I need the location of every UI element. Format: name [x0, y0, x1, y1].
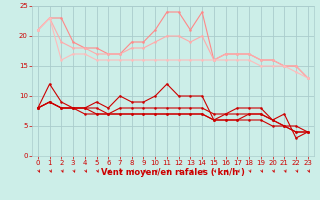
X-axis label: Vent moyen/en rafales ( kn/h ): Vent moyen/en rafales ( kn/h ): [101, 168, 245, 177]
